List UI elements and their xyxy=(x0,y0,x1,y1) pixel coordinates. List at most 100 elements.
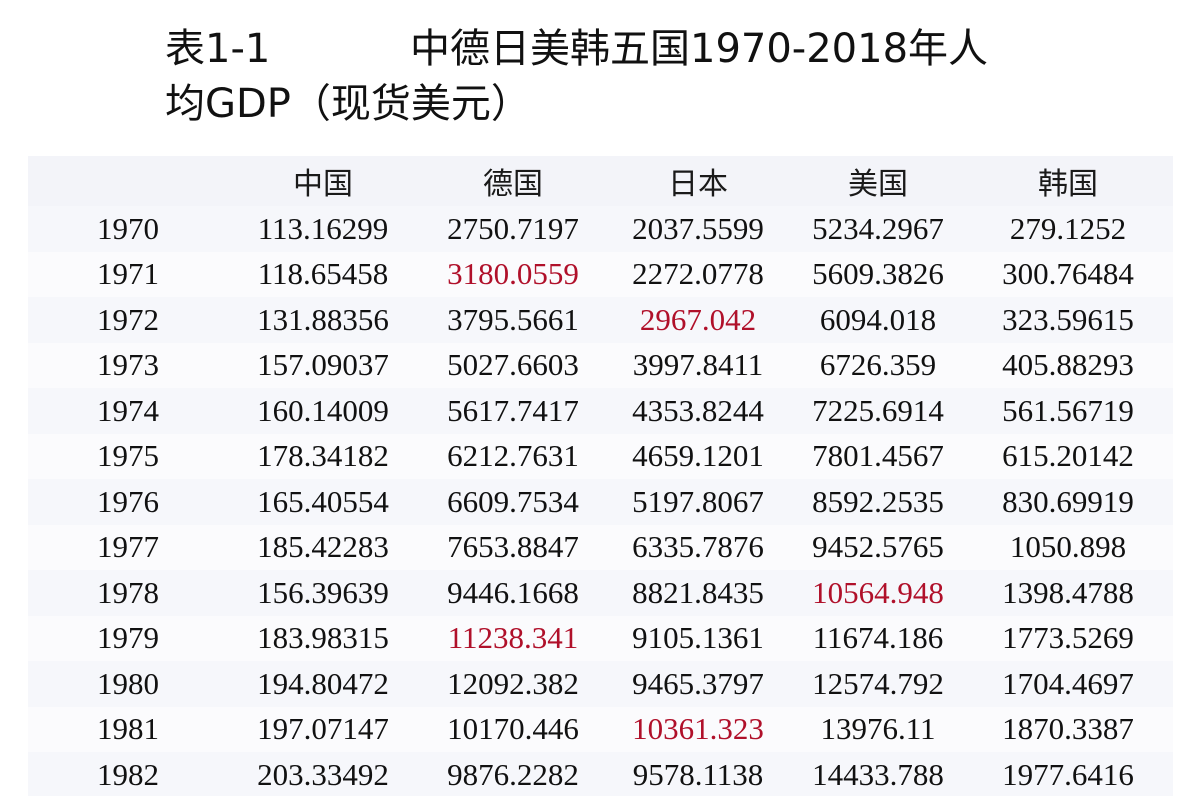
gdp-value-cell: 131.88356 xyxy=(257,301,389,337)
gdp-value-cell: 6094.018 xyxy=(819,301,937,337)
title-text: 中德日美韩五国1970-2018年人 xyxy=(410,26,989,72)
year-cell: 1973 xyxy=(97,347,159,383)
gdp-value-cell: 14433.788 xyxy=(812,756,944,792)
gdp-value-cell: 1398.4788 xyxy=(1002,574,1134,610)
year-cell: 1982 xyxy=(97,756,159,792)
gdp-value-cell: 830.69919 xyxy=(1002,483,1134,519)
gdp-value-cell: 12092.382 xyxy=(447,665,579,701)
gdp-table: 中国 德国 日本 美国 韩国 1970 113.16299 2750.7197 2037.55… xyxy=(28,156,1173,796)
gdp-value-cell: 6726.359 xyxy=(819,347,937,383)
table-title: 表1-1 中德日美韩五国1970-2018年人 均GDP（现货美元） xyxy=(165,22,1145,132)
gdp-value-cell: 1977.6416 xyxy=(1002,756,1134,792)
gdp-value-cell: 4659.1201 xyxy=(632,438,764,474)
table-number: 表1-1 xyxy=(165,26,271,72)
gdp-value-cell: 178.34182 xyxy=(257,438,389,474)
gdp-value-cell: 194.80472 xyxy=(257,665,389,701)
gdp-value-cell: 4353.8244 xyxy=(632,392,764,428)
table-row: 1980 194.80472 12092.382 9465.3797 12574.792… xyxy=(28,661,1173,707)
table-row: 1977 185.42283 7653.8847 6335.7876 9452.5765… xyxy=(28,524,1173,570)
gdp-value-cell: 10170.446 xyxy=(447,711,579,747)
year-cell: 1981 xyxy=(97,711,159,747)
year-cell: 1976 xyxy=(97,483,159,519)
table-row: 1976 165.40554 6609.7534 5197.8067 8592.2535… xyxy=(28,479,1173,525)
gdp-value-cell: 1050.898 xyxy=(1009,529,1127,565)
gdp-value-cell: 279.1252 xyxy=(1009,210,1127,246)
gdp-value-cell: 3795.5661 xyxy=(447,301,579,337)
gdp-value-cell: 8821.8435 xyxy=(632,574,764,610)
gdp-value-cell: 157.09037 xyxy=(257,347,389,383)
header-country-cell: 韩国 xyxy=(1038,167,1098,202)
gdp-value-cell: 11238.341 xyxy=(447,620,579,656)
gdp-value-cell: 9452.5765 xyxy=(812,529,944,565)
gdp-value-cell: 9465.3797 xyxy=(632,665,764,701)
gdp-value-cell: 1870.3387 xyxy=(1002,711,1134,747)
year-cell: 1977 xyxy=(97,529,159,565)
gdp-value-cell: 5197.8067 xyxy=(632,483,764,519)
table-header-row: 中国 德国 日本 美国 韩国 xyxy=(28,156,1173,206)
header-country-cell: 德国 xyxy=(483,167,543,202)
year-cell: 1978 xyxy=(97,574,159,610)
gdp-value-cell: 9578.1138 xyxy=(632,756,764,792)
year-cell: 1972 xyxy=(97,301,159,337)
gdp-value-cell: 10361.323 xyxy=(632,711,764,747)
gdp-value-cell: 13976.11 xyxy=(820,711,936,747)
table-row: 1982 203.33492 9876.2282 9578.1138 14433.788… xyxy=(28,752,1173,798)
header-country-cell: 中国 xyxy=(293,167,353,202)
table-row: 1981 197.07147 10170.446 10361.323 13976.11 1… xyxy=(28,706,1173,752)
gdp-value-cell: 10564.948 xyxy=(812,574,944,610)
gdp-value-cell: 5617.7417 xyxy=(447,392,579,428)
year-cell: 1971 xyxy=(97,256,159,292)
gdp-value-cell: 185.42283 xyxy=(257,529,389,565)
gdp-value-cell: 6212.7631 xyxy=(447,438,579,474)
header-country-cell: 美国 xyxy=(848,167,908,202)
gdp-value-cell: 7225.6914 xyxy=(812,392,944,428)
gdp-value-cell: 300.76484 xyxy=(1002,256,1134,292)
gdp-value-cell: 1704.4697 xyxy=(1002,665,1134,701)
table-row: 1973 157.09037 5027.6603 3997.8411 6726.359 4… xyxy=(28,342,1173,388)
gdp-value-cell: 156.39639 xyxy=(257,574,389,610)
title-line-2: 均GDP（现货美元） xyxy=(165,81,531,127)
gdp-value-cell: 561.56719 xyxy=(1002,392,1134,428)
table-row: 1972 131.88356 3795.5661 2967.042 6094.018 32… xyxy=(28,297,1173,343)
gdp-value-cell: 160.14009 xyxy=(257,392,389,428)
table-row: 1975 178.34182 6212.7631 4659.1201 7801.4567… xyxy=(28,433,1173,479)
gdp-value-cell: 5027.6603 xyxy=(447,347,579,383)
gdp-value-cell: 2037.5599 xyxy=(632,210,764,246)
gdp-value-cell: 2967.042 xyxy=(639,301,757,337)
table-row: 1979 183.98315 11238.341 9105.1361 11674.186… xyxy=(28,615,1173,661)
gdp-value-cell: 7801.4567 xyxy=(812,438,944,474)
gdp-value-cell: 7653.8847 xyxy=(447,529,579,565)
gdp-value-cell: 9446.1668 xyxy=(447,574,579,610)
year-cell: 1979 xyxy=(97,620,159,656)
gdp-value-cell: 165.40554 xyxy=(257,483,389,519)
gdp-value-cell: 8592.2535 xyxy=(812,483,944,519)
year-cell: 1974 xyxy=(97,392,159,428)
gdp-value-cell: 6335.7876 xyxy=(632,529,764,565)
gdp-value-cell: 5234.2967 xyxy=(812,210,944,246)
gdp-value-cell: 11674.186 xyxy=(812,620,944,656)
gdp-value-cell: 183.98315 xyxy=(257,620,389,656)
gdp-value-cell: 118.65458 xyxy=(257,256,389,292)
gdp-value-cell: 1773.5269 xyxy=(1002,620,1134,656)
gdp-value-cell: 5609.3826 xyxy=(812,256,944,292)
gdp-value-cell: 405.88293 xyxy=(1002,347,1134,383)
gdp-value-cell: 323.59615 xyxy=(1002,301,1134,337)
gdp-value-cell: 12574.792 xyxy=(812,665,944,701)
header-country-cell: 日本 xyxy=(668,167,728,202)
gdp-value-cell: 6609.7534 xyxy=(447,483,579,519)
gdp-value-cell: 9105.1361 xyxy=(632,620,764,656)
table-row: 1978 156.39639 9446.1668 8821.8435 10564.948… xyxy=(28,570,1173,616)
gdp-value-cell: 3180.0559 xyxy=(447,256,579,292)
gdp-value-cell: 2272.0778 xyxy=(632,256,764,292)
year-cell: 1970 xyxy=(97,210,159,246)
gdp-value-cell: 2750.7197 xyxy=(447,210,579,246)
year-cell: 1980 xyxy=(97,665,159,701)
gdp-value-cell: 113.16299 xyxy=(257,210,389,246)
table-row: 1974 160.14009 5617.7417 4353.8244 7225.6914… xyxy=(28,388,1173,434)
table-row: 1970 113.16299 2750.7197 2037.5599 5234.2967… xyxy=(28,206,1173,252)
year-cell: 1975 xyxy=(97,438,159,474)
gdp-value-cell: 203.33492 xyxy=(257,756,389,792)
gdp-value-cell: 615.20142 xyxy=(1002,438,1134,474)
gdp-value-cell: 9876.2282 xyxy=(447,756,579,792)
title-line-1: 表1-1 中德日美韩五国1970-2018年人 xyxy=(165,22,1145,77)
